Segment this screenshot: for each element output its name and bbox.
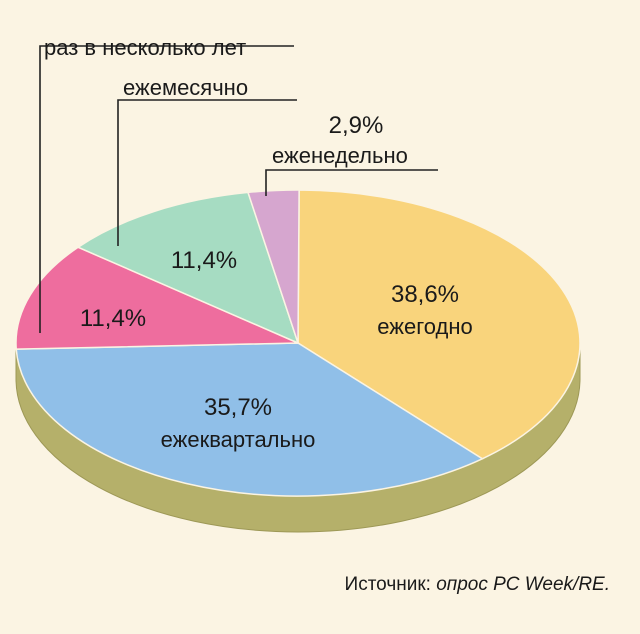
slice-weekly — [247, 189, 300, 344]
slice-label-monthly: ежемесячно — [123, 75, 248, 100]
slice-value-weekly: 2,9% — [329, 112, 384, 139]
slice-value-quarterly: 35,7% — [204, 394, 272, 421]
slice-label-weekly: еженедельно — [272, 143, 408, 168]
slice-value-yearly: 38,6% — [391, 281, 459, 308]
leader-few-years — [39, 45, 294, 333]
slice-quarterly — [15, 342, 484, 497]
slice-value-few-years: 11,4% — [80, 305, 146, 332]
leader-monthly — [117, 99, 297, 246]
slice-monthly — [76, 191, 300, 345]
source-text: опрос PC Week/RE. — [436, 574, 610, 595]
leader-lines — [39, 45, 438, 333]
slice-label-quarterly: ежеквартально — [161, 427, 316, 452]
slice-labels: 38,6% ежегодно 35,7% ежеквартально 11,4%… — [44, 35, 473, 452]
source-prefix: Источник: — [344, 574, 437, 595]
slice-label-few-years: раз в несколько лет — [44, 35, 246, 60]
source-note: Источник: опрос PC Week/RE. — [345, 574, 610, 596]
slice-label-yearly: ежегодно — [377, 314, 472, 339]
slice-yearly — [297, 189, 581, 460]
leader-weekly — [265, 169, 438, 196]
slice-few-years — [15, 246, 299, 350]
slice-value-monthly: 11,4% — [171, 247, 237, 274]
pie-slices — [15, 189, 581, 497]
